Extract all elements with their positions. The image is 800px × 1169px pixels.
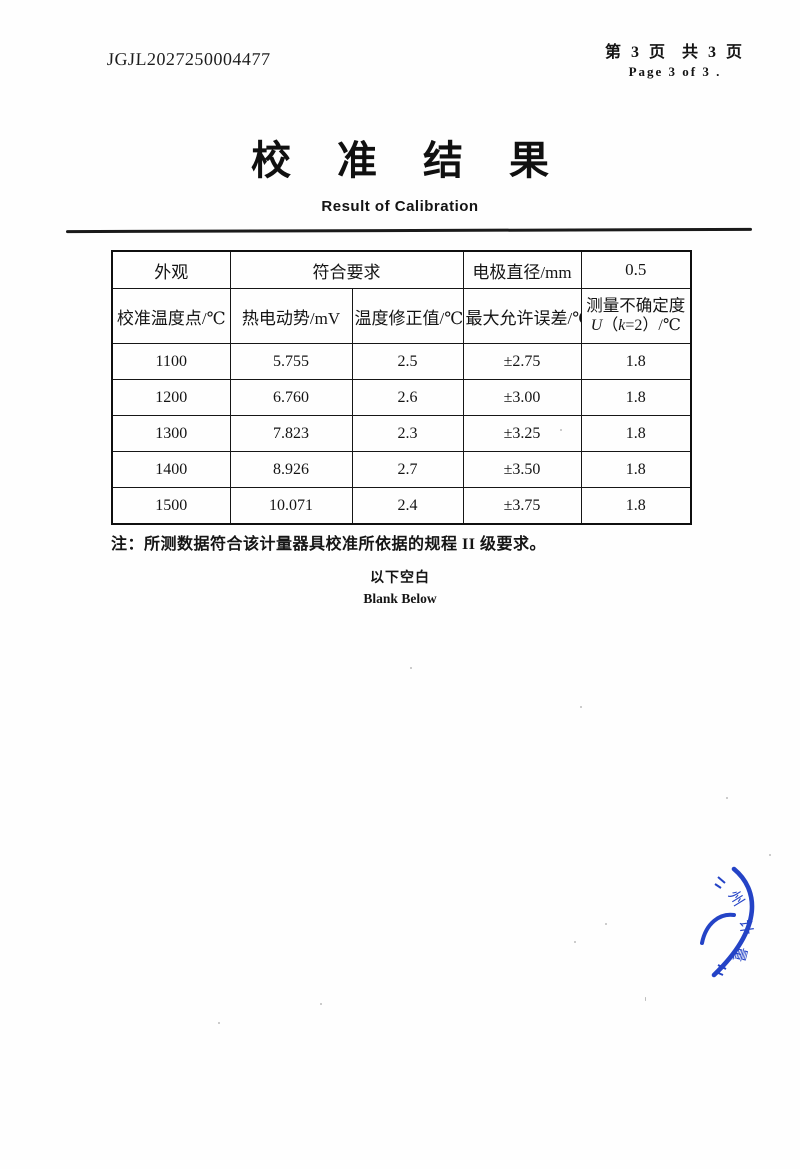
cell-max-error: ±3.75 xyxy=(462,487,582,525)
electrode-diameter-label: 电极直径/mm xyxy=(462,250,582,289)
seal-partial-glyph xyxy=(714,876,726,889)
results-table: 外观 符合要求 电极直径/mm 0.5 校准温度点/℃ 热电动势/mV 温度修正… xyxy=(111,250,692,525)
cell-uncertainty: 1.8 xyxy=(580,379,692,416)
cell-emf: 6.760 xyxy=(229,379,353,416)
table-row: 1300 7.823 2.3 ±3.25 1.8 xyxy=(111,415,692,452)
electrode-diameter-value: 0.5 xyxy=(580,250,692,289)
cell-temp: 1200 xyxy=(111,379,231,416)
cell-max-error: ±3.25 xyxy=(462,415,582,452)
cell-correction: 2.3 xyxy=(351,415,464,452)
blank-below-cn: 以下空白 xyxy=(370,571,430,586)
scan-speck xyxy=(769,854,771,856)
blank-below-en: Blank Below xyxy=(363,591,437,607)
cell-correction: 2.6 xyxy=(351,379,464,416)
pagination-cn: 第 3 页 共 3 页 xyxy=(604,44,745,61)
col-header-max-error: 最大允许误差/℃ xyxy=(462,288,582,344)
blank-below-block: 以下空白 Blank Below xyxy=(0,571,800,607)
col-header-temp-point: 校准温度点/℃ xyxy=(111,288,231,344)
table-row: 1500 10.071 2.4 ±3.75 1.8 xyxy=(111,487,692,525)
cell-correction: 2.7 xyxy=(351,451,464,488)
appearance-label: 外观 xyxy=(111,250,231,289)
uncertainty-u: U xyxy=(590,317,603,335)
uncertainty-k: k xyxy=(618,317,626,335)
title-block: 校 准 结 果 Result of Calibration xyxy=(0,128,800,215)
pagination: 第 3 页 共 3 页 Page 3 of 3 . xyxy=(600,43,750,80)
cell-emf: 5.755 xyxy=(229,343,353,380)
cell-emf: 10.071 xyxy=(229,487,353,525)
col-header-emf: 热电动势/mV xyxy=(229,288,353,344)
scan-speck xyxy=(726,797,728,799)
pagination-en: Page 3 of 3 . xyxy=(628,64,722,80)
col-header-uncertainty: 测量不确定度 U（k=2）/℃ xyxy=(580,288,692,344)
table-row-appearance: 外观 符合要求 电极直径/mm 0.5 xyxy=(111,250,692,289)
uncertainty-tail: =2）/℃ xyxy=(625,317,681,335)
seal-inner-arc xyxy=(700,912,736,945)
table-row: 1100 5.755 2.5 ±2.75 1.8 xyxy=(111,343,692,380)
table-row: 1200 6.760 2.6 ±3.00 1.8 xyxy=(111,379,692,416)
scan-speck xyxy=(218,1022,220,1024)
uncertainty-line1: 测量不确定度 xyxy=(586,295,686,315)
uncertainty-paren: （ xyxy=(602,317,619,335)
cell-max-error: ±2.75 xyxy=(462,343,582,380)
cell-max-error: ±3.50 xyxy=(462,451,582,488)
certificate-number: JGJL2027250004477 xyxy=(106,49,271,69)
scan-speck xyxy=(605,923,607,925)
cell-correction: 2.4 xyxy=(351,487,464,525)
cell-uncertainty: 1.8 xyxy=(580,487,692,525)
scan-speck xyxy=(410,667,412,669)
cell-max-error: ±3.00 xyxy=(462,379,582,416)
cell-emf: 8.926 xyxy=(229,451,353,488)
title-divider xyxy=(65,227,753,233)
scan-speck xyxy=(580,706,582,708)
appearance-value: 符合要求 xyxy=(229,250,464,289)
seal-outer-arc xyxy=(711,866,755,978)
scan-speck xyxy=(645,997,646,1001)
cell-uncertainty: 1.8 xyxy=(580,451,692,488)
cell-uncertainty: 1.8 xyxy=(580,343,692,380)
page-title: 校 准 结 果 xyxy=(251,138,567,183)
table-header-row: 校准温度点/℃ 热电动势/mV 温度修正值/℃ 最大允许误差/℃ 测量不确定度 … xyxy=(111,288,692,344)
seal-char: 州 xyxy=(725,888,747,909)
cell-emf: 7.823 xyxy=(229,415,353,452)
cell-uncertainty: 1.8 xyxy=(580,415,692,452)
table-row: 1400 8.926 2.7 ±3.50 1.8 xyxy=(111,451,692,488)
col-header-correction: 温度修正值/℃ xyxy=(351,288,464,344)
seal-char: 计 xyxy=(736,919,755,936)
page-title-en: Result of Calibration xyxy=(321,198,479,215)
scan-speck xyxy=(574,941,576,943)
cell-temp: 1500 xyxy=(111,487,231,525)
cell-temp: 1400 xyxy=(111,451,231,488)
cell-temp: 1100 xyxy=(111,343,231,380)
uncertainty-line2: U（k=2）/℃ xyxy=(584,316,689,336)
official-seal-partial: 州 计 量 xyxy=(700,866,755,978)
scan-speck xyxy=(560,429,562,431)
seal-partial-glyph xyxy=(715,964,727,976)
seal-char: 量 xyxy=(729,945,748,963)
cell-correction: 2.5 xyxy=(351,343,464,380)
scan-speck xyxy=(320,1003,322,1005)
cell-temp: 1300 xyxy=(111,415,231,452)
note-text: 注：所测数据符合该计量器具校准所依据的规程 II 级要求。 xyxy=(111,536,546,553)
